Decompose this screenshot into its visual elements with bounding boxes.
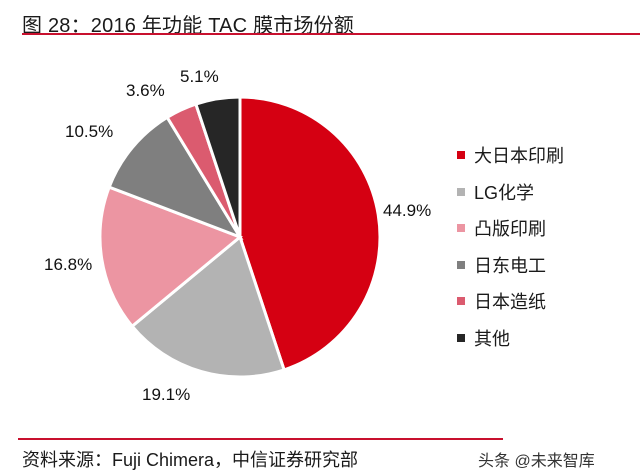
swatch-icon (457, 260, 465, 269)
legend: 大日本印刷 LG化学 凸版印刷 日东电工 日本造纸 其他 (457, 137, 564, 356)
pie-slice (194, 95, 242, 238)
label-nippon-paper: 3.6% (126, 81, 165, 100)
title-divider (22, 33, 640, 35)
legend-item: 大日本印刷 (457, 137, 564, 174)
legend-item: 其他 (457, 320, 564, 357)
chart-title: 图 28：2016 年功能 TAC 膜市场份额 (22, 15, 355, 37)
swatch-icon (457, 187, 465, 196)
label-other: 5.1% (180, 67, 219, 86)
legend-item: 日本造纸 (457, 283, 564, 320)
legend-item: 凸版印刷 (457, 210, 564, 247)
pie-slice (107, 115, 244, 240)
label-dnp: 44.9% (383, 201, 432, 220)
swatch-icon (457, 224, 465, 233)
label-toppan: 16.8% (44, 255, 93, 274)
pie-slice (238, 95, 382, 372)
source-divider (18, 438, 503, 440)
watermark: 头条 @未来智库 (478, 453, 595, 470)
source-note: 资料来源：Fuji Chimera，中信证券研究部 (22, 450, 359, 470)
swatch-icon (457, 297, 465, 306)
swatch-icon (457, 151, 465, 160)
swatch-icon (457, 333, 465, 342)
label-nitto: 10.5% (65, 122, 114, 141)
pie-slice (98, 185, 243, 329)
legend-item: 日东电工 (457, 247, 564, 284)
label-lg: 19.1% (142, 385, 191, 404)
pie-slice (130, 234, 286, 379)
legend-item: LG化学 (457, 174, 564, 211)
